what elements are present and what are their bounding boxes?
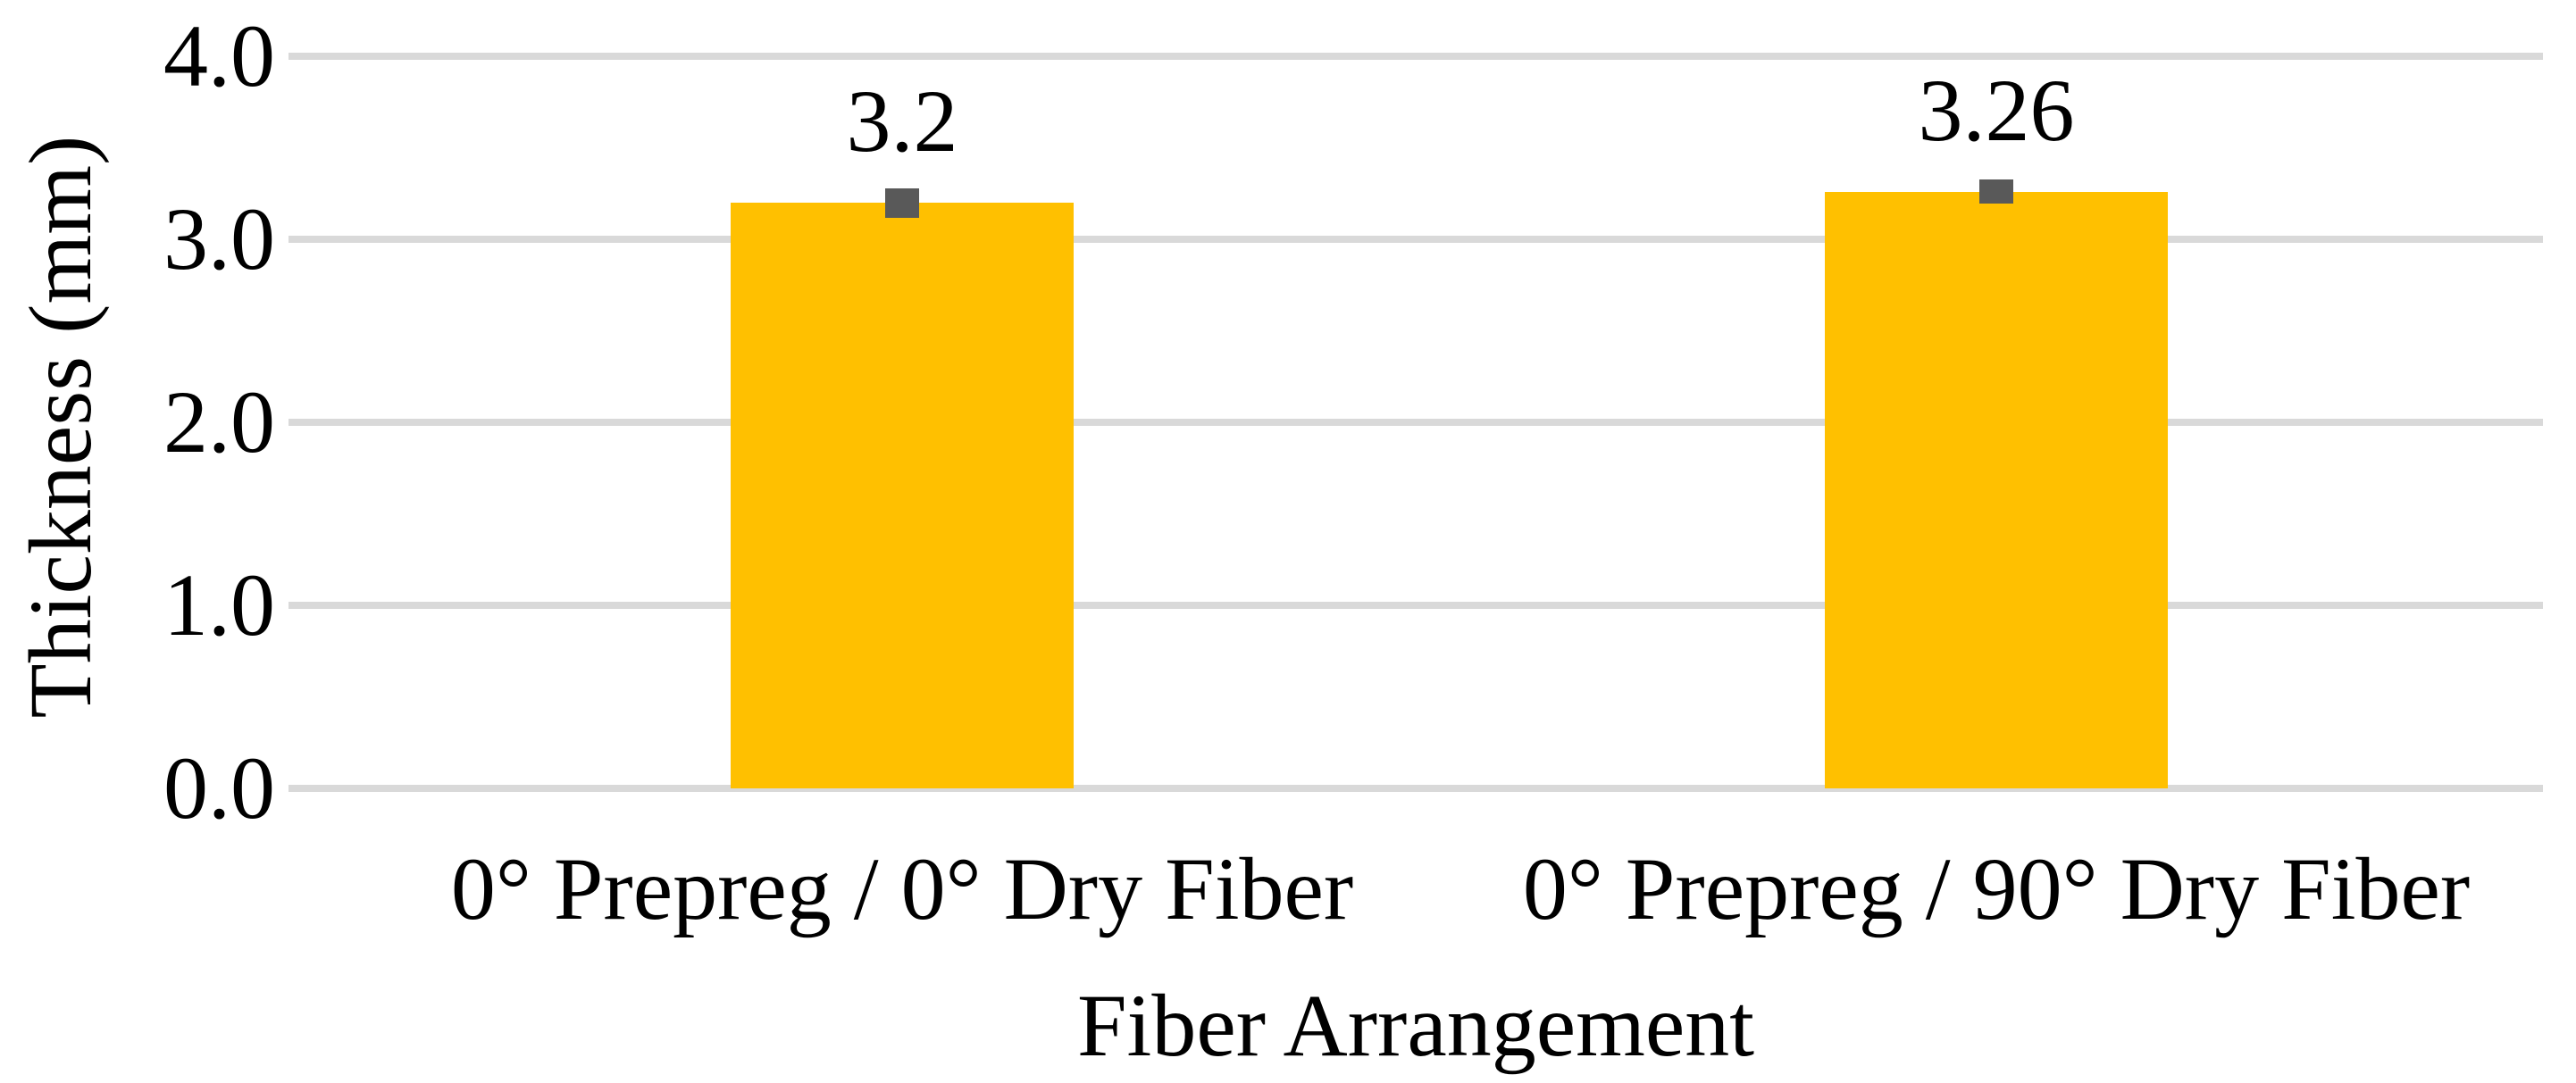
gridline [289, 602, 2543, 609]
category-label: 0° Prepreg / 90° Dry Fiber [1522, 839, 2471, 938]
error-bar-marker [885, 187, 919, 218]
bar [731, 203, 1074, 788]
gridline [289, 785, 2543, 792]
y-axis-tick-label: 0.0 [163, 738, 275, 837]
y-axis-tick-label: 4.0 [163, 6, 275, 105]
bar-value-label: 3.2 [846, 71, 958, 171]
y-axis-tick-label: 1.0 [163, 555, 275, 654]
gridline [289, 236, 2543, 243]
bar [1825, 191, 2168, 788]
error-bar-marker [1979, 179, 2013, 204]
bar-value-label: 3.26 [1918, 60, 2075, 160]
category-label: 0° Prepreg / 0° Dry Fiber [450, 839, 1354, 938]
gridline [289, 419, 2543, 426]
y-axis-tick-label: 3.0 [163, 189, 275, 288]
x-axis-title: Fiber Arrangement [1076, 976, 1755, 1075]
y-axis-tick-label: 2.0 [163, 372, 275, 471]
gridline [289, 53, 2543, 60]
